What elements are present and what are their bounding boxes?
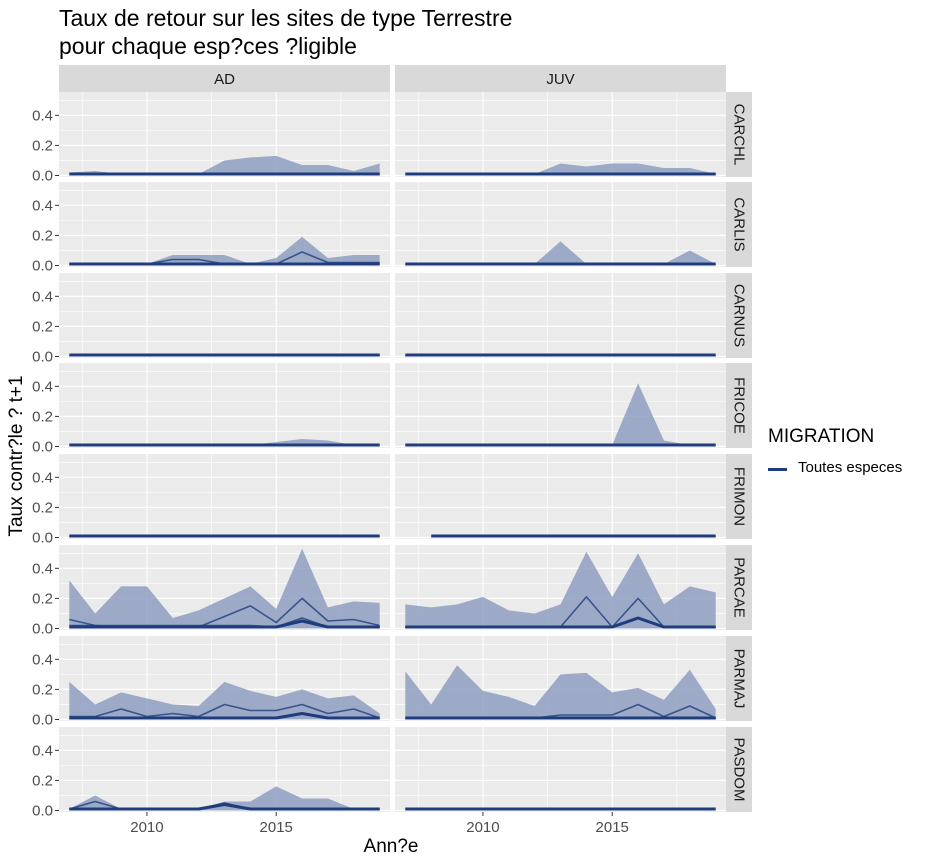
y-tick-label: 0.2: [32, 227, 53, 244]
y-tick-label: 0.2: [32, 681, 53, 698]
y-tick-label: 0.4: [32, 560, 53, 577]
ribbon-area: [405, 241, 716, 266]
panel-parcae-juv: [395, 545, 726, 630]
legend-key-line: [768, 468, 787, 471]
panel-parmaj-juv: [395, 636, 726, 721]
y-tick-label: 0.2: [32, 499, 53, 516]
panel-background: [59, 454, 390, 539]
y-tick-label: 0.4: [32, 651, 53, 668]
y-tick-label: 0.2: [32, 137, 53, 154]
row-strip-parmaj: [726, 636, 752, 721]
legend-title: MIGRATION: [768, 426, 875, 447]
row-strip-carnus: [726, 273, 752, 358]
row-strip-frimon: [726, 454, 752, 539]
panel-background: [395, 363, 726, 448]
y-tick-label: 0.4: [32, 378, 53, 395]
column-strip-label-ad: AD: [214, 71, 235, 88]
panel-frimon-ad: [59, 454, 390, 539]
x-tick-label: 2015: [260, 819, 293, 836]
row-strip-label-carlis: CARLIS: [731, 197, 748, 251]
y-tick-label: 0.2: [32, 590, 53, 607]
column-strip-label-juv: JUV: [546, 71, 574, 88]
panel-carchl-juv: [395, 92, 726, 177]
panel-carnus-ad: [59, 273, 390, 358]
y-axis-label: Taux contr?le ? t+1: [6, 375, 27, 537]
ribbon-area: [69, 155, 380, 176]
y-tick-label: 0.0: [32, 711, 53, 728]
row-strip-fricoe: [726, 363, 752, 448]
series-line: [69, 803, 380, 811]
y-tick-label: 0.4: [32, 197, 53, 214]
y-tick-label: 0.0: [32, 438, 53, 455]
y-tick-label: 0.4: [32, 288, 53, 305]
x-tick-label: 2010: [130, 819, 163, 836]
panel-background: [59, 727, 390, 812]
ribbon-area: [69, 786, 380, 811]
ribbon-area: [69, 681, 380, 720]
legend-item-toutes-especes[interactable]: Toutes especes: [768, 458, 936, 478]
panel-fricoe-ad: [59, 363, 390, 448]
row-strip-label-parcae: PARCAE: [731, 557, 748, 618]
series-line: [69, 619, 380, 629]
panel-background: [395, 273, 726, 358]
row-strip-label-frimon: FRIMON: [731, 467, 748, 526]
ribbon-area: [405, 551, 716, 629]
y-tick-label: 0.2: [32, 772, 53, 789]
row-strip-label-carnus: CARNUS: [731, 284, 748, 347]
x-tick-label: 2010: [466, 819, 499, 836]
panel-background: [395, 92, 726, 177]
series-line: [69, 703, 380, 719]
series-line: [405, 616, 716, 629]
y-tick-label: 0.0: [32, 257, 53, 274]
panel-parmaj-ad: [59, 636, 390, 721]
series-line: [69, 712, 380, 720]
panel-carchl-ad: [59, 92, 390, 177]
legend: MIGRATION Toutes especes: [768, 426, 902, 476]
y-tick-label: 0.4: [32, 469, 53, 486]
panel-pasdom-juv: [395, 727, 726, 812]
y-tick-label: 0.0: [32, 620, 53, 637]
panel-parcae-ad: [59, 545, 390, 630]
chart-title-line-1: Taux de retour sur les sites de type Ter…: [59, 5, 513, 31]
row-strip-label-fricoe: FRICOE: [731, 377, 748, 434]
y-tick-label: 0.4: [32, 107, 53, 124]
y-tick-label: 0.0: [32, 529, 53, 546]
chart-title: Taux de retour sur les sites de type Ter…: [59, 4, 512, 60]
y-tick-label: 0.0: [32, 802, 53, 819]
y-tick-label: 0.4: [32, 742, 53, 759]
column-strip-ad: [59, 65, 390, 92]
column-strip-juv: [395, 65, 726, 92]
panel-background: [59, 273, 390, 358]
ribbon-area: [69, 236, 380, 266]
panel-carlis-juv: [395, 182, 726, 267]
y-tick-label: 0.2: [32, 408, 53, 425]
chart-title-line-2: pour chaque esp?ces ?ligible: [59, 33, 357, 59]
row-strip-carlis: [726, 182, 752, 267]
y-tick-label: 0.0: [32, 348, 53, 365]
panel-frimon-juv: [395, 454, 726, 539]
x-tick-label: 2015: [596, 819, 629, 836]
row-strip-label-carchl: CARCHL: [731, 104, 748, 166]
row-strip-pasdom: [726, 727, 752, 812]
panel-fricoe-juv: [395, 363, 726, 448]
panel-carlis-ad: [59, 182, 390, 267]
panel-background: [59, 363, 390, 448]
panel-background: [395, 727, 726, 812]
legend-label: Toutes especes: [798, 459, 903, 476]
panel-pasdom-ad: [59, 727, 390, 812]
x-axis-label: Ann?e: [363, 836, 419, 857]
row-strip-label-parmaj: PARMAJ: [731, 649, 748, 709]
panel-background: [59, 182, 390, 267]
y-tick-label: 0.0: [32, 167, 53, 184]
panel-background: [395, 454, 726, 539]
ribbon-area: [405, 665, 716, 720]
panel-carnus-juv: [395, 273, 726, 358]
ribbon-area: [405, 383, 716, 447]
y-tick-label: 0.2: [32, 318, 53, 335]
row-strip-carchl: [726, 92, 752, 177]
row-strip-label-pasdom: PASDOM: [731, 738, 748, 802]
ribbon-area: [69, 548, 380, 629]
row-strip-parcae: [726, 545, 752, 630]
